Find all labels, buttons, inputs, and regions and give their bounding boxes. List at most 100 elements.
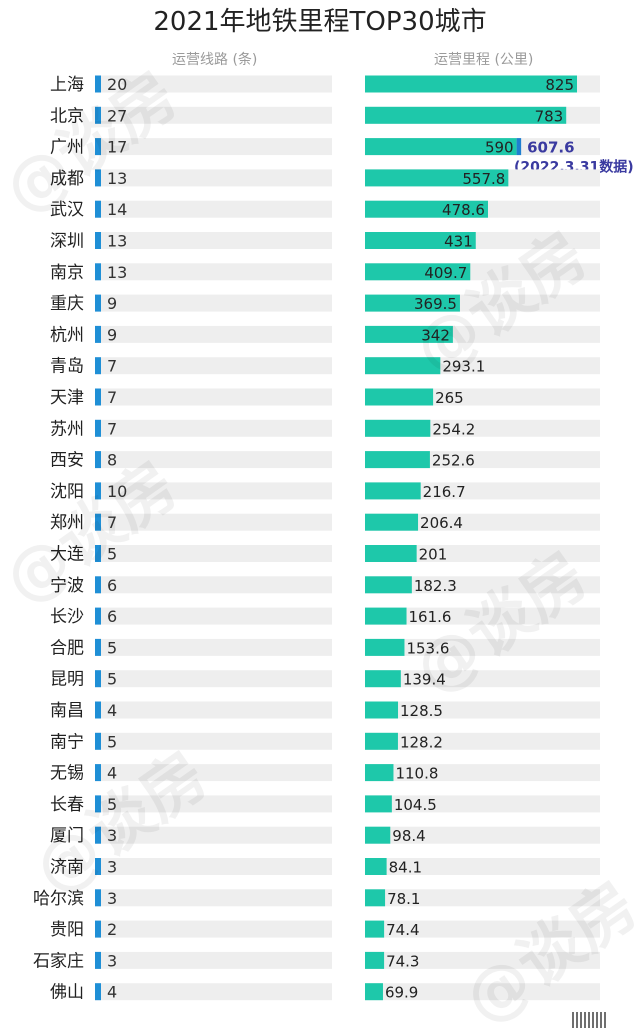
city-label: 上海 [50,75,84,95]
lines-value: 5 [107,795,117,814]
km-track [365,638,600,656]
km-bar [365,732,398,750]
lines-bar [95,732,101,750]
km-bar [365,138,517,156]
lines-value: 13 [107,169,127,188]
km-value-label: 557.8 [462,170,505,188]
km-value-label: 84.1 [389,859,422,877]
lines-column-header: 运营线路 (条) [172,52,258,68]
km-value-label: 128.2 [400,733,443,751]
km-value-label: 409.7 [424,264,467,282]
km-bar [365,263,471,281]
city-label: 成都 [50,169,84,189]
lines-bar [95,576,101,594]
lines-value: 7 [107,513,117,532]
km-bar [365,106,567,124]
lines-value: 3 [107,889,117,908]
lines-bar [95,75,101,93]
lines-bar [95,200,101,218]
km-bar [365,294,460,312]
km-bar [365,419,431,437]
city-label: 济南 [50,858,84,878]
km-bar [365,638,405,656]
lines-value: 17 [107,138,127,157]
lines-track [95,795,332,813]
km-value-label: 293.1 [442,358,485,376]
lines-bar [95,232,101,249]
lines-value: 13 [107,232,127,251]
lines-track [95,607,332,625]
city-label: 广州 [50,138,84,158]
lines-track [95,169,332,187]
lines-value: 4 [107,701,117,720]
km-track [365,732,600,750]
lines-value: 7 [107,419,117,438]
lines-value: 7 [107,388,117,407]
km-track [365,545,600,562]
city-label: 沈阳 [50,482,84,502]
km-value-label: 825 [545,76,574,94]
km-track [365,607,600,625]
km-bar [365,795,392,813]
lines-track [95,951,332,969]
km-track [365,920,600,938]
lines-bar [95,670,101,688]
lines-bar [95,764,101,782]
lines-track [95,889,332,907]
lines-bar [95,263,101,281]
lines-value: 27 [107,106,127,125]
lines-bar [95,482,101,500]
lines-value: 2 [107,920,117,939]
km-value-label: 431 [444,233,473,251]
km-value-label: 206.4 [420,514,463,532]
km-track [365,764,600,782]
km-bar [365,169,509,187]
city-label: 石家庄 [33,951,84,971]
lines-bar [95,357,101,375]
km-track [365,701,600,719]
lines-bar [95,325,101,343]
city-label: 无锡 [50,764,84,784]
lines-bar [95,106,101,124]
lines-bar [95,419,101,437]
lines-track [95,638,332,656]
lines-track [95,732,332,750]
km-bar [365,75,577,93]
km-track [365,670,600,688]
lines-track [95,419,332,437]
lines-track [95,826,332,844]
lines-value: 14 [107,200,127,219]
km-value-label: 139.4 [403,671,446,689]
km-bar [365,200,488,218]
city-label: 郑州 [50,513,84,533]
city-label: 佛山 [50,983,84,1003]
km-value-label: 98.4 [392,827,425,845]
lines-bar [95,451,101,469]
lines-track [95,701,332,719]
km-bar [365,388,434,406]
lines-value: 3 [107,951,117,970]
lines-track [95,670,332,688]
city-label: 宁波 [50,576,84,596]
km-value-label: 265 [435,389,464,407]
km-bar [365,513,419,531]
city-label: 重庆 [50,294,84,314]
city-label: 深圳 [50,232,84,252]
city-label: 南宁 [50,732,84,752]
km-column-header: 运营里程 (公里) [434,52,534,68]
km-bar [365,983,383,1001]
lines-track [95,451,332,469]
lines-track [95,513,332,531]
km-track [365,889,600,907]
km-bar [365,232,476,249]
lines-bar [95,545,101,562]
lines-bar [95,138,101,156]
lines-value: 5 [107,732,117,751]
city-label: 武汉 [50,200,84,220]
lines-track [95,138,332,156]
annotation-value: 607.6 [527,139,574,157]
lines-bar [95,983,101,1001]
lines-track [95,764,332,782]
lines-bar [95,294,101,312]
lines-track [95,263,332,281]
